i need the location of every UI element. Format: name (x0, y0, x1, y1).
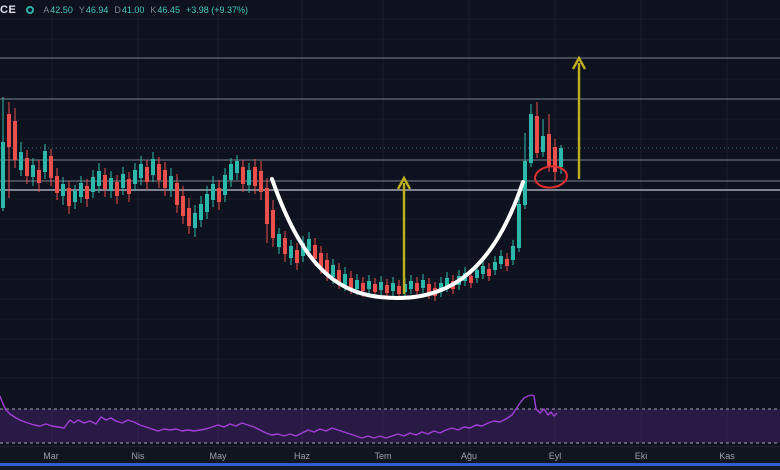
x-axis-label-ağu[interactable]: Ağu (460, 451, 478, 461)
x-axis-label-nis[interactable]: Nis (131, 451, 145, 461)
high-label: Y (78, 5, 85, 15)
ticker-symbol: CE (0, 4, 17, 16)
target-arrows[interactable] (396, 55, 587, 294)
x-axis-label-tem[interactable]: Tem (374, 451, 392, 461)
x-axis-label-haz[interactable]: Haz (293, 451, 311, 461)
x-axis-label-may[interactable]: May (209, 451, 227, 461)
candlestick-series (1, 97, 563, 301)
change-value: +3.98 (+9.37%) (185, 5, 248, 15)
price-level-lines[interactable] (0, 57, 780, 191)
rsi-line (0, 394, 558, 439)
cup-pattern-curve[interactable] (270, 177, 525, 301)
window-accent-bar (0, 463, 780, 466)
x-axis-label-eki[interactable]: Eki (634, 451, 648, 461)
close-label: K (150, 5, 157, 15)
open-label: A (43, 5, 50, 15)
time-axis[interactable]: Mar Nis May Haz Tem Ağu Eyl Eki Kas (0, 446, 780, 464)
low-label: D (114, 5, 121, 15)
high-value: 46.94 (85, 5, 109, 15)
open-value: 42.50 (50, 5, 73, 15)
rsi-panel (0, 394, 780, 444)
breakout-retest-ellipse[interactable] (534, 165, 568, 189)
x-axis-label-kas[interactable]: Kas (719, 451, 735, 461)
ticker-logo-icon (26, 6, 35, 14)
x-axis-label-mar[interactable]: Mar (43, 451, 59, 461)
symbol-legend: CE A 42.50 Y 46.94 D 41.00 K 46.45 +3.98… (0, 3, 248, 17)
gridlines (0, 0, 780, 446)
window-bottom-edge (0, 466, 780, 470)
close-value: 46.45 (157, 5, 180, 15)
x-axis-label-eyl[interactable]: Eyl (548, 451, 562, 461)
low-value: 41.00 (121, 5, 145, 15)
